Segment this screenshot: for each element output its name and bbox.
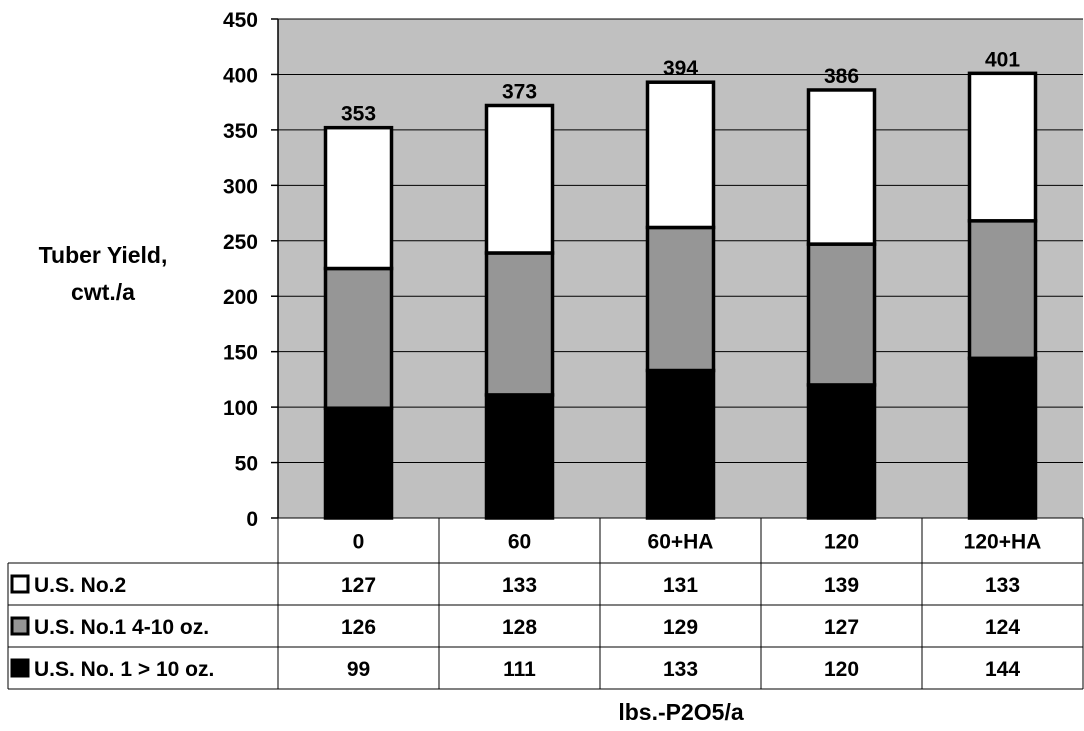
x-category-label: 60: [508, 531, 531, 554]
y-tick-label: 150: [223, 342, 258, 365]
table-cell: 99: [347, 658, 370, 681]
table-cell: 144: [985, 658, 1020, 681]
bar-segment: [645, 368, 716, 520]
table-cell: 111: [503, 658, 536, 681]
table-cell: 133: [502, 574, 537, 597]
bar-segment: [806, 242, 877, 387]
y-tick-label: 100: [223, 397, 258, 420]
bar-segment: [967, 356, 1038, 520]
table-cell: 131: [663, 574, 698, 597]
bar-segment: [967, 71, 1038, 223]
total-label: 401: [985, 48, 1020, 71]
series-row-label: U.S. No.2: [34, 574, 126, 597]
y-tick-labels: 0 50 100 150 200 250 300 350 400 450: [223, 9, 258, 531]
x-category-label: 0: [353, 531, 365, 554]
bar-segment: [323, 125, 394, 271]
y-axis-label-line-1: Tuber Yield,: [39, 242, 168, 268]
series-row-label: U.S. No. 1 > 10 oz.: [34, 658, 214, 681]
y-tick-label: 200: [223, 286, 258, 309]
x-category-label: 60+HA: [648, 531, 714, 554]
bar-segment: [645, 80, 716, 230]
x-axis-label: lbs.-P2O5/a: [618, 699, 743, 725]
total-label: 373: [502, 80, 537, 103]
total-label: 386: [824, 65, 859, 88]
table-cell: 127: [341, 574, 376, 597]
y-tick-label: 450: [223, 9, 258, 32]
x-category-label: 120: [824, 531, 859, 554]
table-cell: 133: [985, 574, 1020, 597]
bar-segment: [645, 225, 716, 373]
bar-segment: [323, 406, 394, 520]
y-tick-label: 0: [246, 508, 258, 531]
bar-segment: [323, 266, 394, 410]
legend-key: [10, 574, 30, 594]
total-label: 394: [663, 57, 698, 80]
bar-segment: [484, 251, 555, 397]
y-tick-label: 50: [235, 453, 258, 476]
bar-segment: [967, 219, 1038, 361]
bar-segment: [806, 88, 877, 246]
table-cell: 133: [663, 658, 698, 681]
total-labels: 353 373 394 386 401: [341, 48, 1020, 125]
y-tick-label: 300: [223, 175, 258, 198]
table-cell: 120: [824, 658, 859, 681]
table-cell: 139: [824, 574, 859, 597]
y-axis-label-line-2: cwt./a: [71, 279, 135, 305]
total-label: 353: [341, 103, 376, 126]
y-tick-label: 400: [223, 64, 258, 87]
legend-key: [10, 616, 30, 636]
table-cell: 129: [663, 616, 698, 639]
y-tick-label: 350: [223, 120, 258, 143]
x-category-label: 120+HA: [964, 531, 1042, 554]
legend-key: [10, 658, 30, 678]
table-cell: 126: [341, 616, 376, 639]
bar-segment: [484, 103, 555, 255]
data-table: 0 60 60+HA 120 120+HA U.S. No.2 127 133 131 139 13…: [7, 518, 1084, 690]
bar-segment: [806, 383, 877, 520]
series-row-label: U.S. No.1 4-10 oz.: [34, 616, 209, 639]
table-cell: 127: [824, 616, 859, 639]
table-cell: 124: [985, 616, 1020, 639]
bar-segment: [484, 393, 555, 520]
bars: [323, 71, 1038, 520]
y-tick-label: 250: [223, 231, 258, 254]
table-cell: 128: [502, 616, 537, 639]
